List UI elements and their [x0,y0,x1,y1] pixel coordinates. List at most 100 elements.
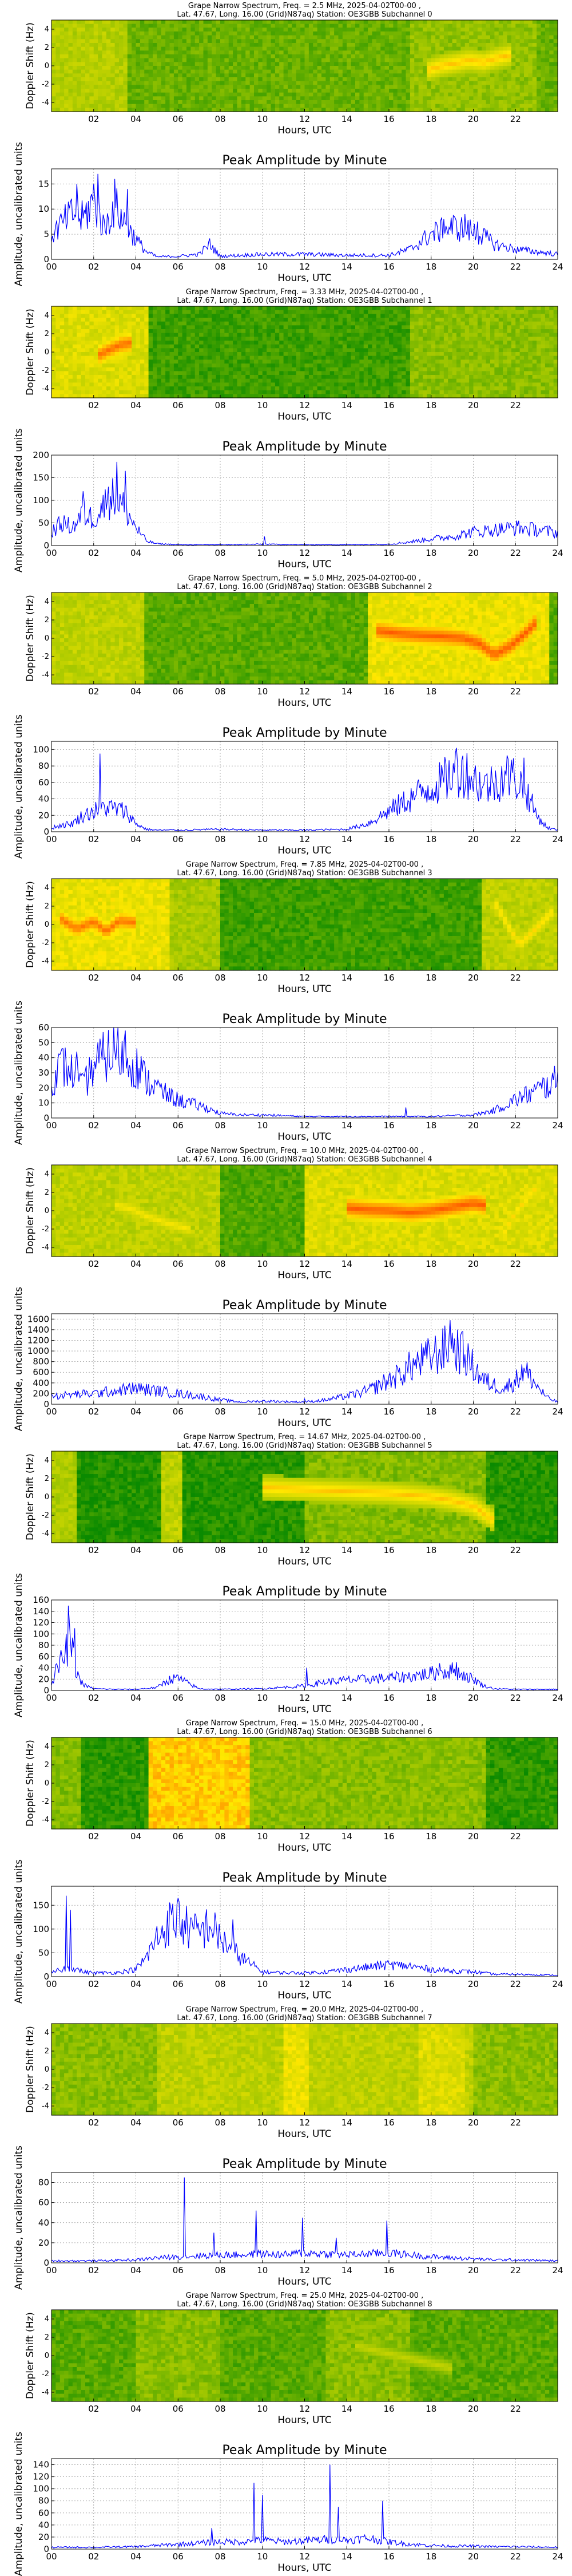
heatmap-cell [321,46,326,51]
heatmap-cell [194,306,200,311]
heatmap-cell [64,329,69,334]
heatmap-cell [249,355,255,360]
heatmap-cell [393,54,398,59]
heatmap-cell [169,364,174,368]
heatmap-cell [334,50,339,55]
heatmap-cell [347,375,352,380]
heatmap-cell [363,62,368,66]
heatmap-cell [59,108,65,112]
heatmap-cell [262,321,267,326]
heatmap-cell [545,58,550,62]
heatmap-cell [338,96,343,101]
heatmap-cell [216,69,221,74]
heatmap-cell [81,375,86,380]
heatmap-cell [224,394,229,398]
heatmap-cell [393,100,398,105]
heatmap-cell [267,35,272,39]
heatmap-cell [469,31,474,36]
heatmap-cell [194,318,200,322]
heatmap-cell [363,50,368,55]
heatmap-cell [423,77,427,82]
heatmap-cell [153,81,157,85]
heatmap-cell [325,20,331,25]
x-tick-label: 24 [552,262,563,272]
heatmap-cell [127,96,132,101]
heatmap-cell [308,92,313,97]
heatmap-cell [127,77,132,82]
heatmap-cell [165,355,170,360]
heatmap-cell [207,96,212,101]
heatmap-cell [241,66,246,70]
heatmap-cell [431,104,436,108]
heatmap-cell [469,20,474,25]
heatmap-cell [384,310,390,314]
heatmap-cell [313,306,318,311]
heatmap-cell [123,341,128,345]
heatmap-cell [132,329,137,334]
heatmap-cell [300,85,305,89]
heatmap-cell [77,104,82,108]
heatmap-cell [173,89,178,93]
heatmap-cell [338,321,343,326]
heatmap-cell [161,69,166,74]
heatmap-cell [469,73,474,78]
heatmap-cell [321,54,326,59]
heatmap-cell [537,43,542,48]
heatmap-cell [347,77,352,82]
heatmap-cell [355,386,360,391]
heatmap-cell [64,378,69,383]
heatmap-cell [532,96,537,101]
heatmap-cell [169,35,174,39]
heatmap-cell [212,371,217,376]
heatmap-cell [169,355,174,360]
heatmap-cell [182,39,187,44]
heatmap-cell [182,20,187,25]
heatmap-cell [427,92,432,97]
heatmap-cell [245,378,251,383]
heatmap-cell [334,46,339,51]
heatmap-cell [173,39,178,44]
heatmap-cell [321,96,326,101]
heatmap-cell [157,344,162,349]
heatmap-cell [300,100,305,105]
heatmap-cell [292,69,297,74]
heatmap-cell [220,318,225,322]
heatmap-cell [148,23,153,28]
heatmap-cell [194,73,200,78]
heatmap-cell [262,325,267,330]
heatmap-cell [325,96,331,101]
heatmap-cell [55,352,61,357]
heatmap-cell [317,367,322,372]
heatmap-cell [292,355,297,360]
heatmap-cell [532,50,537,55]
heatmap-cell [279,27,284,32]
heatmap-cell [245,20,251,25]
heatmap-cell [406,46,411,51]
heatmap-cell [545,108,550,112]
heatmap-cell [279,355,284,360]
heatmap-cell [363,386,368,391]
heatmap-cell [439,89,444,93]
heatmap-cell [469,77,474,82]
heatmap-cell [351,54,356,59]
heatmap-cell [93,333,98,337]
heatmap-cell [469,100,474,105]
heatmap-cell [123,314,128,318]
heatmap-cell [524,69,529,74]
heatmap-cell [380,352,386,357]
heatmap-cell [254,382,259,387]
heatmap-cell [288,108,292,112]
heatmap-cell [325,85,331,89]
heatmap-cell [186,348,191,353]
heatmap-cell [245,85,251,89]
heatmap-cell [406,81,411,85]
heatmap-cell [347,314,352,318]
heatmap-cell [384,23,390,28]
heatmap-cell [169,352,174,357]
heatmap-cell [148,367,153,372]
heatmap-cell [241,367,246,372]
heatmap-cell [275,35,280,39]
heatmap-cell [55,306,61,311]
heatmap-cell [393,96,398,101]
heatmap-cell [329,89,335,93]
